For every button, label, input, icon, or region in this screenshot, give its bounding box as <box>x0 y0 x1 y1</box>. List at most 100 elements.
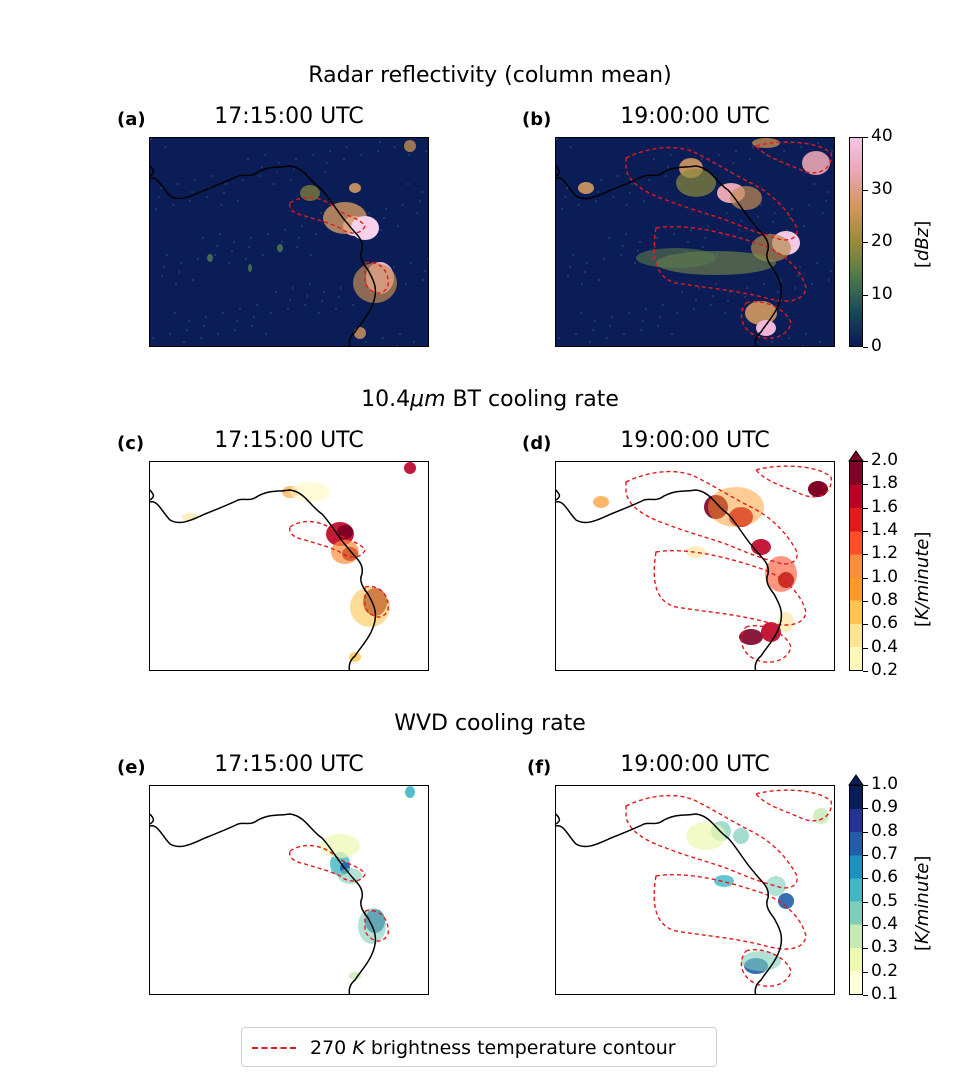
field-blob <box>778 893 794 909</box>
colorbar-tickmark <box>863 601 868 602</box>
map-panel-a <box>149 137 429 347</box>
colorbar-tick-label: 40 <box>871 126 893 146</box>
bt-contour <box>625 794 798 889</box>
panel-letter-b: (b) <box>522 109 552 130</box>
map-panel-b <box>555 137 835 347</box>
panel-letter-f: (f) <box>527 757 552 778</box>
row-title-bt: 10.4μm BT cooling rate <box>361 387 619 412</box>
field-blob <box>404 462 416 474</box>
field-blob <box>813 808 829 824</box>
colorbar-tick-label: 0.8 <box>871 820 899 841</box>
colorbar-tickmark <box>863 808 868 810</box>
field-blob <box>739 629 763 645</box>
field-blob <box>290 482 330 502</box>
coastline <box>556 165 561 177</box>
panel-title-b: 19:00:00 UTC <box>620 104 770 129</box>
coastline <box>150 489 377 670</box>
coastline <box>150 165 155 177</box>
colorbar-tickmark <box>863 948 868 950</box>
field-blob <box>353 263 397 303</box>
bt-contour <box>653 549 807 626</box>
legend-line-swatch <box>252 1047 296 1049</box>
pe-map <box>150 786 415 994</box>
field-blob <box>765 556 797 592</box>
colorbar-tick-label: 0.4 <box>871 914 899 934</box>
field-blob <box>578 182 594 194</box>
field-blob <box>686 822 726 850</box>
coastline <box>150 489 155 501</box>
colorbar-tickmark <box>863 554 868 556</box>
pc-map <box>150 462 416 670</box>
field-blob <box>207 254 213 262</box>
colorbar-tick-label: 0.6 <box>871 613 899 634</box>
coastline <box>556 813 783 994</box>
row-title-radar: Radar reflectivity (column mean) <box>308 63 672 88</box>
field-blob <box>802 151 830 175</box>
bt-contour <box>625 146 798 241</box>
field-blob <box>676 169 716 197</box>
pf-map <box>556 789 832 994</box>
colorbar-tickmark <box>863 925 868 926</box>
field-blob <box>766 876 786 896</box>
colorbar-tickmark <box>863 347 868 348</box>
coastline <box>556 813 561 825</box>
field-blob <box>636 248 716 268</box>
colorbar-gradient <box>849 461 863 671</box>
field-blob <box>349 183 361 193</box>
colorbar-tickmark <box>863 189 868 191</box>
colorbar-tick-label: 0.3 <box>871 937 899 958</box>
colorbar-tick-label: 30 <box>871 178 893 199</box>
colorbar-tickmark <box>863 971 868 973</box>
field-blob <box>593 496 609 508</box>
panel-letter-d: (d) <box>522 433 552 454</box>
panel-title-c: 17:15:00 UTC <box>214 428 364 453</box>
map-panel-f <box>555 785 835 995</box>
colorbar-tickmark <box>863 484 868 486</box>
colorbar-tick-label: 1.8 <box>871 473 899 494</box>
field-blob <box>708 487 764 527</box>
colorbar-tick-label: 1.6 <box>871 496 899 517</box>
colorbar-tick-label: 1.2 <box>871 543 899 564</box>
colorbar-gradient <box>849 785 863 995</box>
colorbar-tick-label: 1.0 <box>871 774 899 794</box>
colorbar-tickmark <box>863 647 868 649</box>
colorbar-tickmark <box>863 785 868 786</box>
legend: 270 K brightness temperature contour <box>241 1027 717 1067</box>
bt-contour <box>653 225 807 302</box>
bt-contour <box>364 909 389 942</box>
panel-letter-c: (c) <box>117 433 145 454</box>
field-blob <box>686 546 706 558</box>
coastline <box>150 813 155 825</box>
colorbar-tickmark <box>863 855 868 856</box>
field-blob <box>320 834 360 858</box>
legend-label: 270 K brightness temperature contour <box>310 1037 676 1059</box>
colorbar-tickmark <box>863 461 868 462</box>
field-blob <box>405 786 415 798</box>
field-blob <box>248 264 252 272</box>
coastline <box>150 165 377 346</box>
colorbar-tick-label: 0 <box>871 336 882 356</box>
colorbar-tickmark <box>863 577 868 579</box>
colorbar-tick-label: 0.4 <box>871 636 899 657</box>
map-panel-e <box>149 785 429 995</box>
colorbar-tickmark <box>863 531 868 532</box>
colorbar-tick-label: 0.5 <box>871 890 899 911</box>
colorbar-tick-label: 2.0 <box>871 450 899 470</box>
field-blob <box>338 868 362 884</box>
colorbar-tickmark <box>863 294 868 296</box>
colorbar-tickmark <box>863 507 868 509</box>
coastline <box>556 489 783 670</box>
colorbar-tick-label: 0.2 <box>871 960 899 981</box>
colorbar-label-radar: [dBz] <box>912 220 933 268</box>
bt-contour <box>754 465 832 498</box>
colorbar-tick-label: 1.0 <box>871 566 899 587</box>
field-blob <box>745 301 777 325</box>
bt-contour <box>364 261 389 294</box>
coastline <box>556 165 783 346</box>
bt-contour <box>754 141 832 174</box>
field-blob <box>277 244 283 252</box>
row-title-wvd: WVD cooling rate <box>394 711 586 736</box>
bt-contour <box>754 789 832 822</box>
panel-title-d: 19:00:00 UTC <box>620 428 770 453</box>
colorbar-tick-label: 0.7 <box>871 844 899 864</box>
